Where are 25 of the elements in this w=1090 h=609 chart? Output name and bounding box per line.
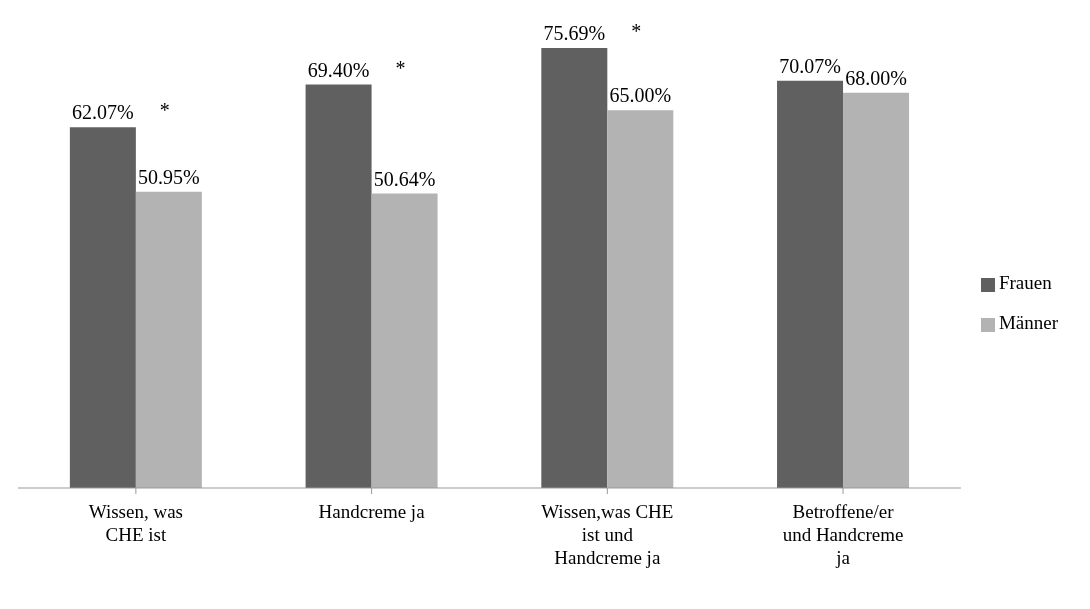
bar xyxy=(541,48,608,488)
data-label: 68.00% xyxy=(845,66,907,89)
bar xyxy=(777,80,844,488)
x-tick-label: Wissen, was CHE ist xyxy=(88,501,183,545)
bar xyxy=(843,92,910,488)
data-label: 75.69% xyxy=(543,22,606,44)
annotation: * xyxy=(159,99,170,122)
data-label: 50.64% xyxy=(373,167,436,190)
x-tick-label: Betroffene/er und Handcreme ja xyxy=(782,501,904,568)
data-label: 69.40% xyxy=(307,58,370,81)
bar xyxy=(69,127,136,488)
x-tick-label: Wissen,was CHE ist und Handcreme ja xyxy=(541,501,674,568)
annotation: * xyxy=(631,20,642,42)
data-label: 62.07% xyxy=(72,101,134,124)
annotation: * xyxy=(395,56,406,79)
bar xyxy=(135,191,202,488)
data-label: 65.00% xyxy=(609,84,672,107)
bar xyxy=(305,84,372,488)
data-label: 70.07% xyxy=(779,54,841,77)
data-label: 50.95% xyxy=(138,165,200,188)
bar xyxy=(607,110,674,488)
bar xyxy=(371,193,438,488)
x-tick-label: Handcreme ja xyxy=(318,501,426,522)
legend-label: Männer xyxy=(998,312,1058,333)
legend-label: Frauen xyxy=(998,272,1052,293)
